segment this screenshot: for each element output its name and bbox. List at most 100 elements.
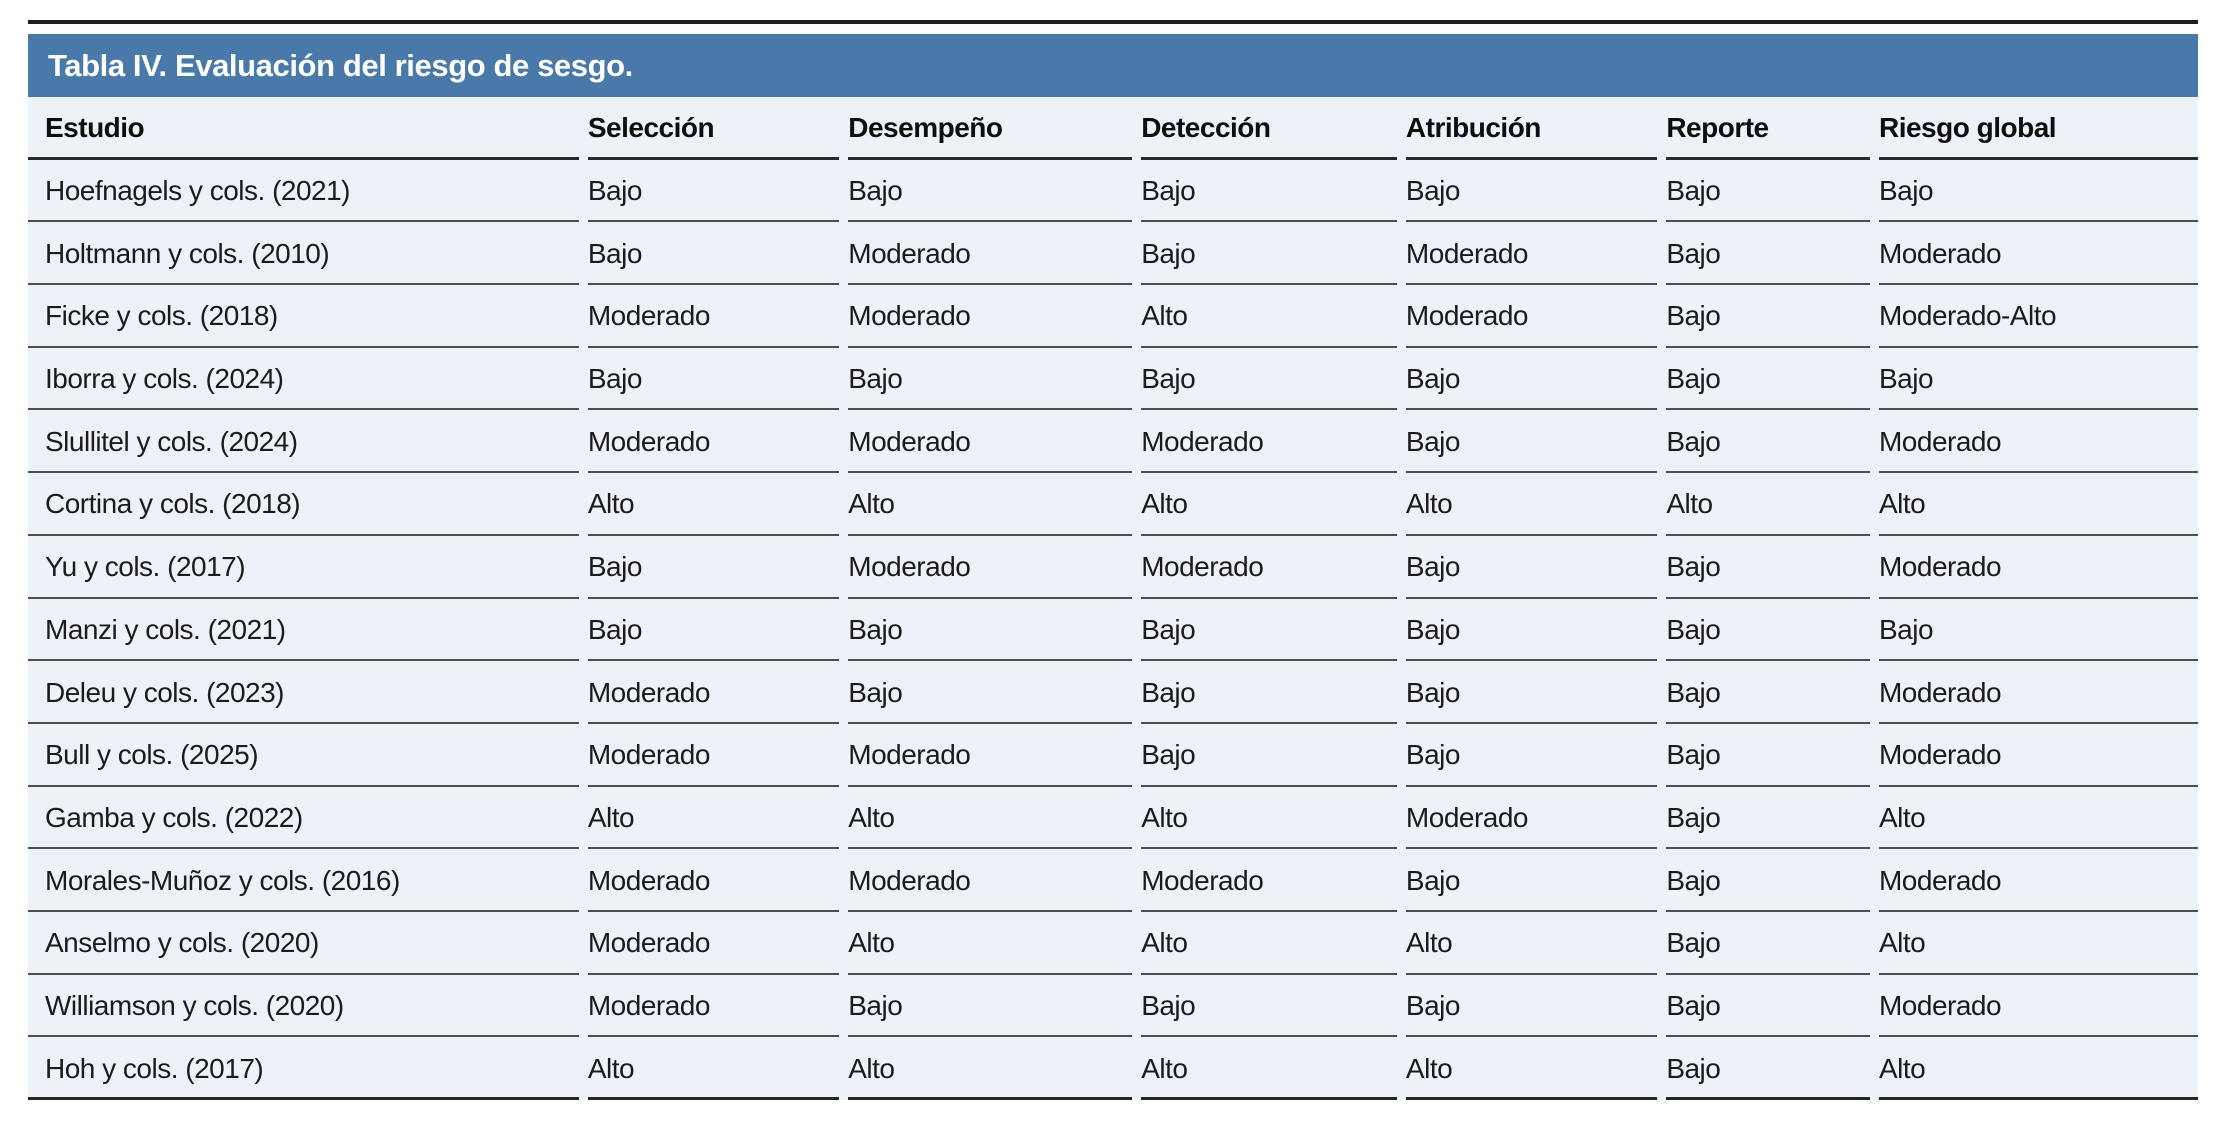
study-cell: Hoefnagels y cols. (2021)	[28, 159, 588, 223]
rating-cell: Alto	[848, 786, 1142, 850]
rating-cell: Moderado-Alto	[1878, 285, 2198, 348]
rating-cell: Bajo	[1666, 222, 1879, 286]
rating-cell: Bajo	[1666, 723, 1879, 787]
rating-cell: Bajo	[1666, 911, 1879, 975]
rating-cell: Moderado	[587, 285, 849, 348]
rating-cell: Alto	[1141, 911, 1406, 975]
rating-cell: Moderado	[848, 849, 1142, 912]
rating-cell: Alto	[848, 1037, 1142, 1100]
table-row: Anselmo y cols. (2020) Moderado Alto Alto Al…	[28, 911, 2198, 975]
study-cell: Anselmo y cols. (2020)	[28, 911, 588, 975]
rating-cell: Alto	[1878, 911, 2198, 975]
rating-cell: Bajo	[1141, 159, 1406, 223]
rating-cell: Alto	[1141, 285, 1406, 348]
table-row: Hoefnagels y cols. (2021) Bajo Bajo Bajo Baj…	[28, 159, 2198, 223]
table-row: Morales-Muñoz y cols. (2016) Moderado Mode…	[28, 849, 2198, 912]
study-cell: Cortina y cols. (2018)	[28, 473, 588, 536]
table-row: Hoh y cols. (2017) Alto Alto Alto Alto Bajo Al…	[28, 1037, 2198, 1100]
rating-cell: Bajo	[1141, 661, 1406, 724]
table-row: Bull y cols. (2025) Moderado Moderado Bajo B…	[28, 723, 2198, 787]
column-header-6: Riesgo global	[1878, 97, 2198, 160]
rating-cell: Bajo	[1666, 849, 1879, 912]
rating-cell: Moderado	[1141, 535, 1406, 599]
rating-cell: Bajo	[1405, 535, 1667, 599]
rating-cell: Bajo	[1666, 1037, 1879, 1100]
rating-cell: Moderado	[1405, 285, 1667, 348]
rating-cell: Moderado	[1878, 849, 2198, 912]
rating-cell: Moderado	[1405, 786, 1667, 850]
header-row: Estudio Selección Desempeño Detección Atribu…	[28, 97, 2198, 160]
rating-cell: Alto	[587, 1037, 849, 1100]
rating-cell: Bajo	[1666, 285, 1879, 348]
rating-cell: Bajo	[1878, 159, 2198, 223]
rating-cell: Moderado	[587, 974, 849, 1038]
rating-cell: Bajo	[1141, 347, 1406, 411]
rating-cell: Bajo	[1666, 661, 1879, 724]
rating-cell: Alto	[1666, 473, 1879, 536]
rating-cell: Bajo	[1141, 723, 1406, 787]
rating-cell: Bajo	[1405, 849, 1667, 912]
rating-cell: Bajo	[1666, 535, 1879, 599]
rating-cell: Bajo	[1666, 786, 1879, 850]
rating-cell: Alto	[848, 473, 1142, 536]
study-cell: Manzi y cols. (2021)	[28, 598, 588, 662]
table-row: Yu y cols. (2017) Bajo Moderado Moderado Baj…	[28, 535, 2198, 599]
table-top-rule	[28, 20, 2198, 24]
rating-cell: Moderado	[1878, 723, 2198, 787]
rating-cell: Moderado	[848, 535, 1142, 599]
rating-cell: Bajo	[587, 159, 849, 223]
rating-cell: Bajo	[1666, 347, 1879, 411]
rating-cell: Bajo	[1405, 661, 1667, 724]
rating-cell: Moderado	[1878, 410, 2198, 474]
rating-cell: Bajo	[587, 222, 849, 286]
study-cell: Deleu y cols. (2023)	[28, 661, 588, 724]
rating-cell: Moderado	[1878, 661, 2198, 724]
rating-cell: Bajo	[1141, 974, 1406, 1038]
table-row: Ficke y cols. (2018) Moderado Moderado Alto…	[28, 285, 2198, 348]
rating-cell: Alto	[587, 473, 849, 536]
rating-cell: Bajo	[1405, 598, 1667, 662]
rating-cell: Bajo	[1878, 598, 2198, 662]
rating-cell: Bajo	[848, 347, 1142, 411]
study-cell: Slullitel y cols. (2024)	[28, 410, 588, 474]
rating-cell: Bajo	[1405, 723, 1667, 787]
study-cell: Yu y cols. (2017)	[28, 535, 588, 599]
rating-cell: Bajo	[1405, 410, 1667, 474]
rating-cell: Alto	[1141, 1037, 1406, 1100]
rating-cell: Bajo	[848, 661, 1142, 724]
rating-cell: Bajo	[1141, 222, 1406, 286]
rating-cell: Bajo	[587, 598, 849, 662]
column-header-3: Detección	[1141, 97, 1406, 160]
table-row: Williamson y cols. (2020) Moderado Bajo Baj…	[28, 974, 2198, 1038]
rating-cell: Moderado	[1878, 222, 2198, 286]
table-row: Iborra y cols. (2024) Bajo Bajo Bajo Bajo Baj…	[28, 347, 2198, 411]
table-title: Tabla IV. Evaluación del riesgo de sesgo…	[48, 47, 633, 83]
rating-cell: Bajo	[1666, 159, 1879, 223]
table-row: Slullitel y cols. (2024) Moderado Moderado…	[28, 410, 2198, 474]
rating-cell: Moderado	[587, 723, 849, 787]
rating-cell: Bajo	[1666, 598, 1879, 662]
study-cell: Gamba y cols. (2022)	[28, 786, 588, 850]
rating-cell: Alto	[1878, 473, 2198, 536]
study-cell: Ficke y cols. (2018)	[28, 285, 588, 348]
rating-cell: Bajo	[1666, 410, 1879, 474]
column-header-2: Desempeño	[848, 97, 1142, 160]
rating-cell: Bajo	[848, 159, 1142, 223]
column-header-4: Atribución	[1405, 97, 1667, 160]
study-cell: Williamson y cols. (2020)	[28, 974, 588, 1038]
table-title-bar: Tabla IV. Evaluación del riesgo de sesgo…	[28, 34, 2198, 97]
rating-cell: Moderado	[1141, 849, 1406, 912]
rating-cell: Bajo	[1405, 974, 1667, 1038]
rating-cell: Moderado	[587, 661, 849, 724]
rating-cell: Alto	[1405, 1037, 1667, 1100]
table-row: Deleu y cols. (2023) Moderado Bajo Bajo Bajo…	[28, 661, 2198, 724]
page: Tabla IV. Evaluación del riesgo de sesgo…	[28, 20, 2198, 1100]
rating-cell: Moderado	[848, 222, 1142, 286]
rating-cell: Alto	[1878, 786, 2198, 850]
rating-cell: Moderado	[848, 410, 1142, 474]
study-cell: Bull y cols. (2025)	[28, 723, 588, 787]
table-row: Holtmann y cols. (2010) Bajo Moderado Bajo M…	[28, 222, 2198, 286]
rating-cell: Moderado	[587, 410, 849, 474]
study-cell: Iborra y cols. (2024)	[28, 347, 588, 411]
rating-cell: Bajo	[848, 974, 1142, 1038]
